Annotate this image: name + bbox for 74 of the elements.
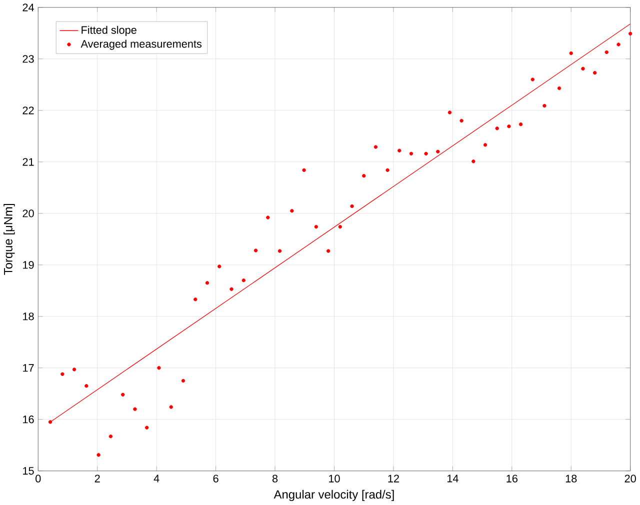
point — [169, 405, 173, 410]
point — [218, 264, 222, 268]
y-tick-label: 16 — [23, 416, 34, 424]
point — [254, 248, 258, 253]
point — [409, 152, 414, 156]
point — [472, 160, 476, 164]
point — [362, 174, 366, 178]
x-tick-label: 4 — [154, 474, 160, 482]
y-tick-label: 17 — [23, 364, 34, 372]
point — [604, 50, 608, 54]
x-tick-label: 10 — [329, 474, 340, 483]
y-axis-title: Torque [μNm] — [4, 204, 15, 276]
point — [72, 368, 76, 372]
x-axis-title: Angular velocity [rad/s] — [274, 490, 394, 502]
point — [278, 249, 282, 254]
point — [460, 119, 464, 123]
x-tick-label: 12 — [388, 474, 399, 482]
point — [96, 453, 100, 457]
point — [157, 366, 161, 370]
point — [592, 71, 597, 75]
x-tick-label: 0 — [36, 474, 41, 483]
point — [542, 104, 546, 108]
point — [374, 145, 378, 149]
point — [326, 249, 330, 254]
point — [60, 372, 64, 376]
x-tick-label: 8 — [272, 474, 278, 483]
point — [290, 209, 294, 213]
point — [181, 379, 186, 383]
legend-label: Fitted slope — [82, 26, 136, 36]
point — [266, 216, 270, 220]
point — [616, 42, 620, 47]
point — [436, 150, 440, 154]
point — [483, 143, 488, 147]
point — [424, 152, 428, 156]
point — [205, 281, 210, 285]
y-tick-label: 20 — [22, 210, 34, 218]
x-tick-label: 2 — [94, 474, 100, 482]
point — [507, 124, 511, 128]
point — [194, 298, 198, 302]
y-tick-label: 24 — [22, 4, 34, 12]
y-tick-label: 23 — [22, 55, 34, 63]
point — [314, 225, 318, 229]
y-tick-label: 19 — [23, 261, 34, 269]
point — [398, 148, 402, 153]
point — [302, 168, 306, 172]
point — [48, 420, 52, 424]
point — [84, 384, 88, 388]
point — [133, 407, 137, 412]
point — [448, 110, 452, 114]
point — [108, 434, 113, 438]
point — [350, 204, 354, 208]
point — [338, 225, 342, 229]
point — [530, 78, 534, 82]
y-tick-label: 15 — [23, 467, 34, 475]
y-tick-label: 22 — [22, 106, 34, 114]
legend-label: Averaged measurements — [80, 40, 202, 50]
x-tick-label: 16 — [506, 474, 518, 483]
point — [120, 393, 125, 397]
point — [518, 122, 523, 126]
point — [557, 86, 562, 90]
x-tick-label: 20 — [624, 474, 636, 483]
x-tick-label: 14 — [447, 474, 458, 482]
x-tick-label: 6 — [213, 474, 218, 483]
point — [144, 426, 149, 430]
x-tick-label: 18 — [566, 474, 577, 483]
y-tick-label: 21 — [22, 158, 34, 166]
point — [495, 126, 499, 130]
point — [230, 287, 234, 292]
y-tick-label: 18 — [23, 312, 34, 320]
point — [581, 67, 585, 71]
point — [242, 278, 246, 282]
point — [569, 52, 573, 56]
point — [386, 168, 390, 172]
point — [628, 32, 632, 36]
